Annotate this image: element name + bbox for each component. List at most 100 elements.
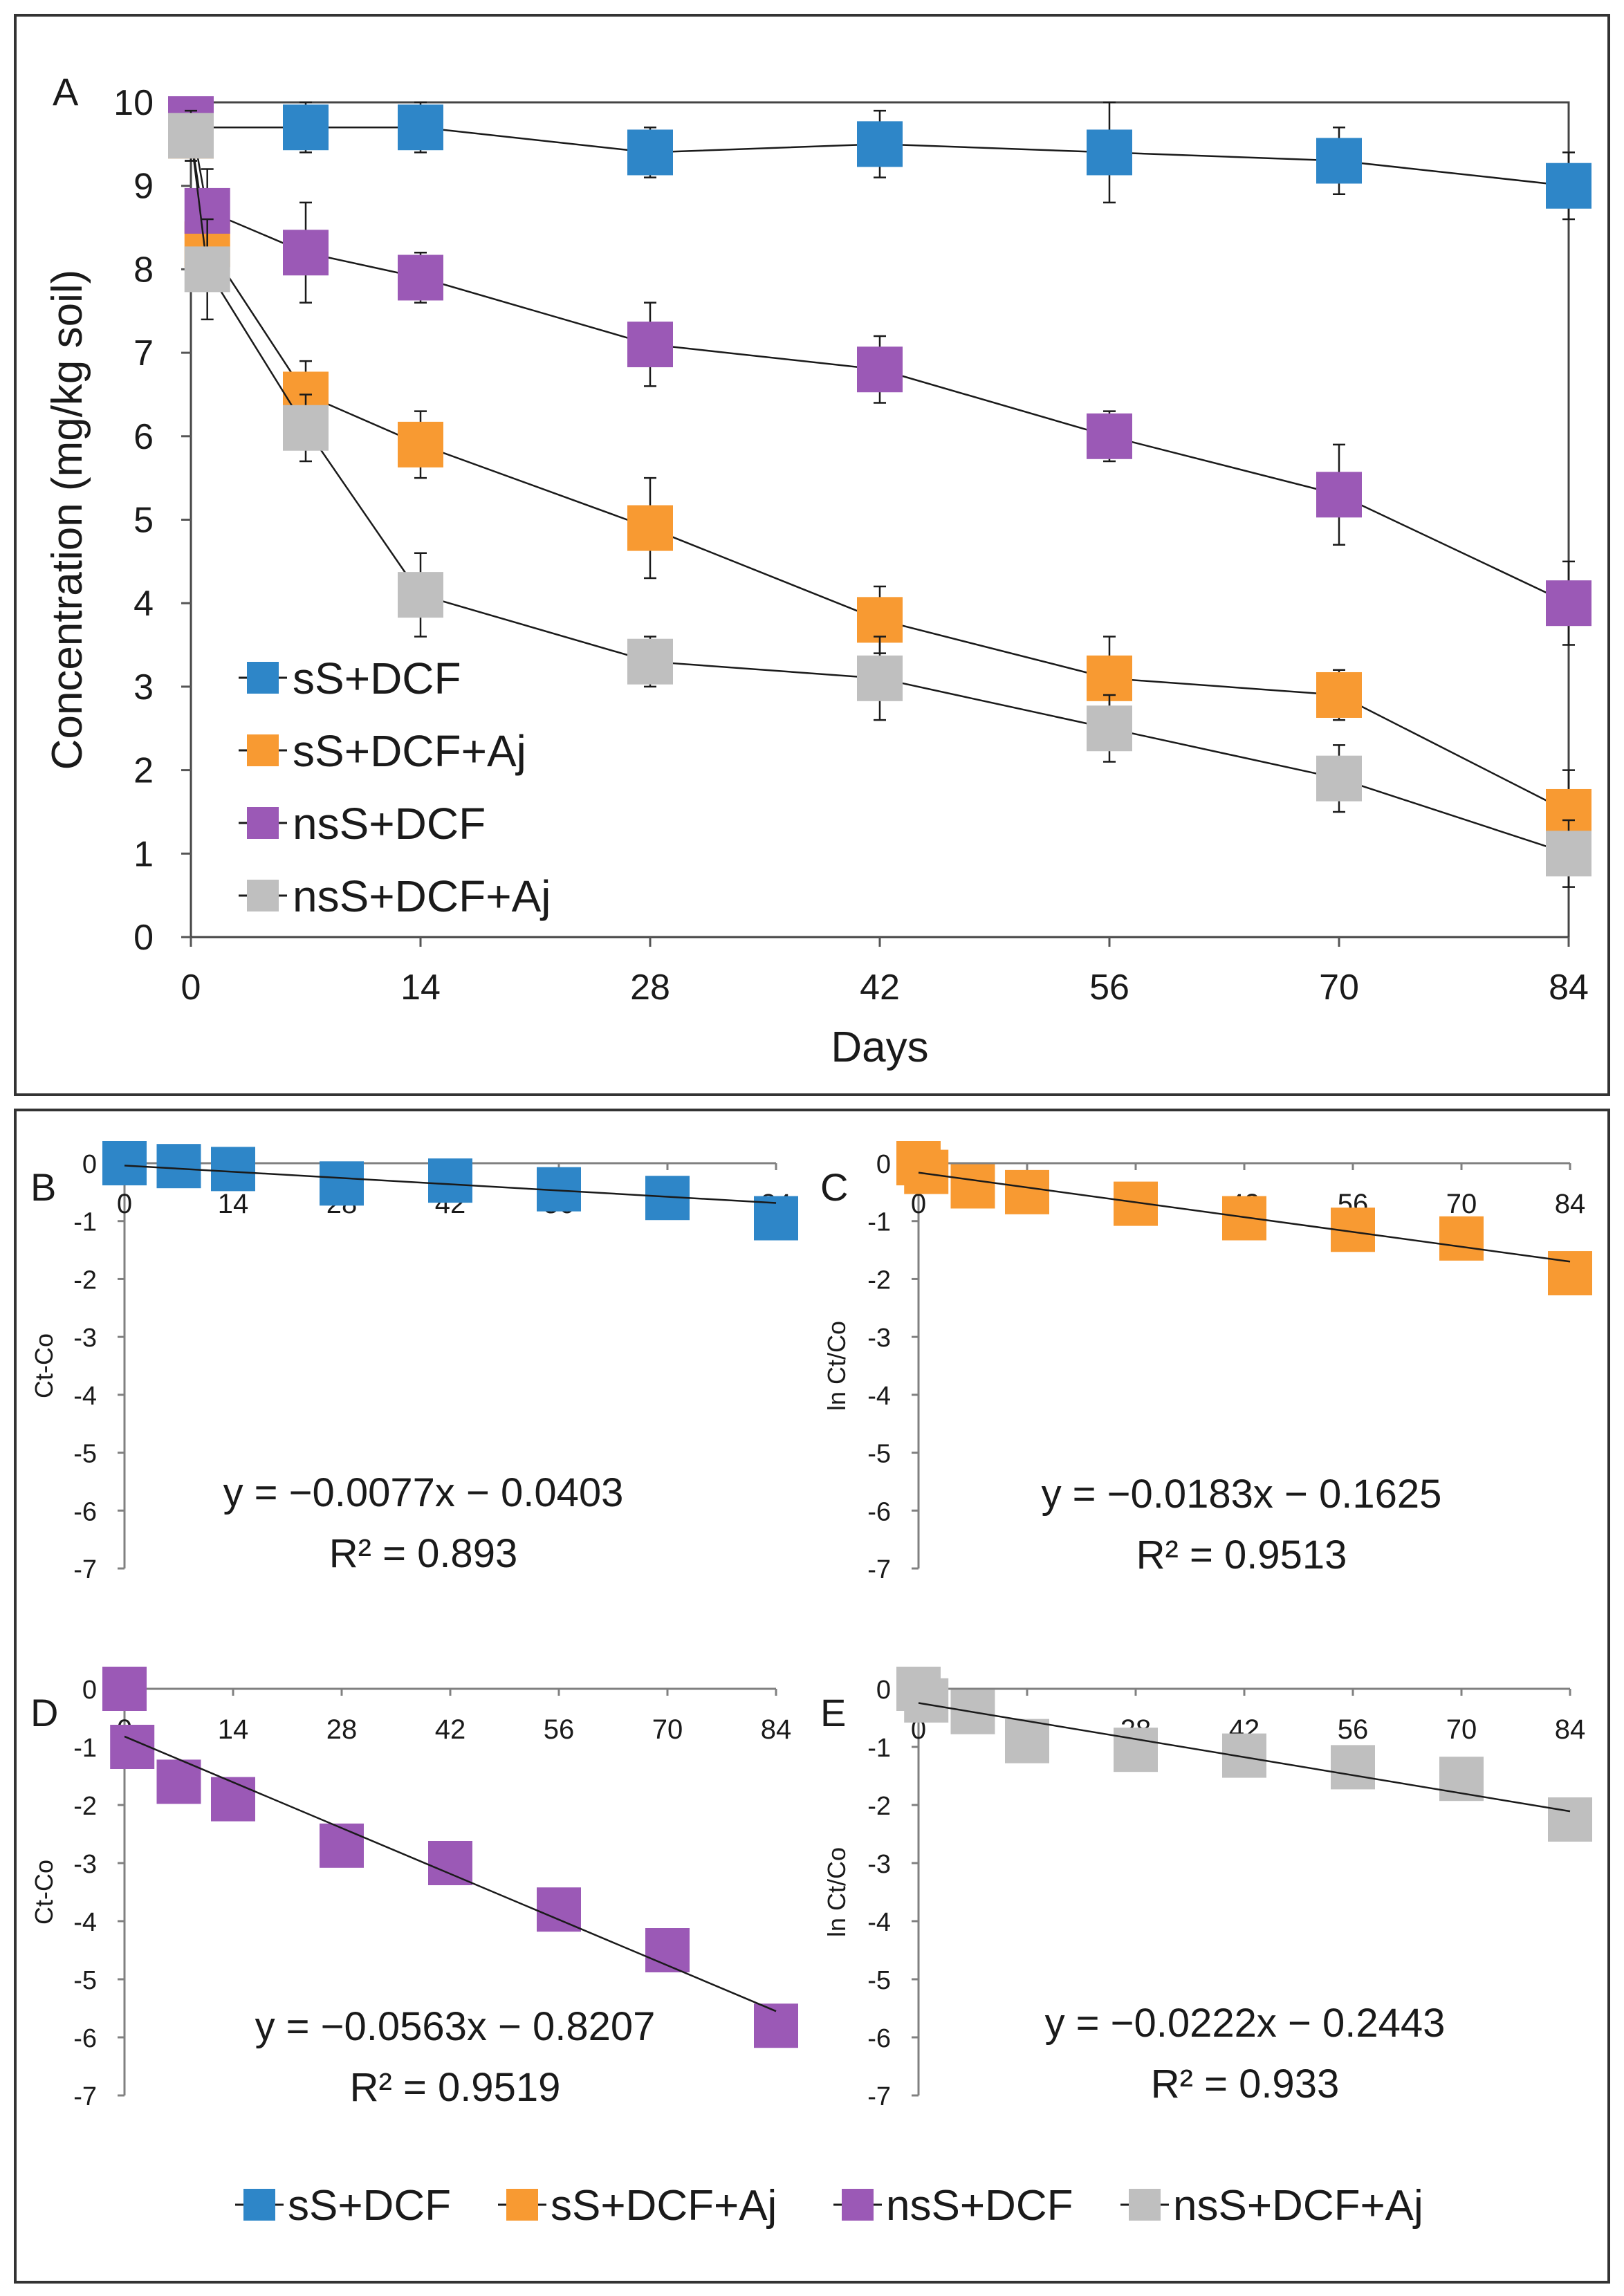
data-point	[1548, 1251, 1592, 1296]
data-point	[1316, 672, 1362, 718]
data-point	[627, 638, 673, 685]
data-point	[1222, 1196, 1266, 1241]
x-tick-label: 56	[544, 1714, 575, 1745]
trendline	[124, 1735, 777, 2012]
data-point	[184, 246, 230, 293]
x-tick-label: 70	[1446, 1189, 1477, 1219]
data-point	[1005, 1169, 1049, 1214]
data-point	[398, 421, 443, 467]
data-point	[283, 230, 329, 276]
y-tick-label: -4	[73, 1908, 97, 1937]
y-axis-title: Ct-Co	[30, 1860, 58, 1925]
y-tick-label: -2	[73, 1792, 97, 1821]
y-tick-label: -6	[867, 1497, 891, 1526]
legend-label: nsS+DCF+Aj	[293, 871, 551, 921]
panel-e: E0-1-2-3-4-5-6-70142842567084ln Ct/Coy =…	[820, 1667, 1592, 2111]
trendline-equation: y = −0.0222x − 0.2443	[1045, 2001, 1446, 2046]
panel-d: D0-1-2-3-4-5-6-70142842567084Ct-Coy = −0…	[30, 1667, 798, 2111]
x-tick-label: 56	[1089, 968, 1129, 1008]
x-tick-label: 14	[218, 1189, 249, 1219]
y-tick-label: 0	[876, 1676, 891, 1705]
y-tick-label: 7	[133, 333, 154, 373]
data-point	[754, 1196, 798, 1241]
legend-swatch	[243, 2189, 275, 2221]
y-tick-label: 0	[82, 1150, 97, 1179]
y-tick-label: -1	[73, 1208, 97, 1237]
y-tick-label: -4	[867, 1382, 891, 1411]
y-axis-title: Ct-Co	[30, 1333, 58, 1398]
panel-a-frame	[14, 14, 1610, 1096]
y-tick-label: 4	[133, 584, 154, 624]
x-tick-label: 14	[400, 968, 441, 1008]
y-axis-title: ln Ct/Co	[822, 1847, 851, 1937]
data-point	[102, 1667, 147, 1711]
data-point	[102, 1141, 147, 1185]
r-squared-label: R² = 0.9513	[1136, 1533, 1347, 1577]
data-point	[627, 129, 673, 176]
x-tick-label: 28	[326, 1714, 358, 1745]
y-tick-label: -7	[867, 1555, 891, 1584]
data-point	[754, 2003, 798, 2048]
y-tick-label: -1	[867, 1208, 891, 1237]
data-point	[904, 1678, 949, 1723]
legend-swatch	[247, 880, 279, 911]
x-tick-label: 14	[218, 1714, 249, 1745]
data-point	[168, 113, 214, 159]
data-point	[428, 1158, 472, 1203]
data-point	[211, 1777, 255, 1822]
x-tick-label: 70	[652, 1714, 683, 1745]
x-axis-title: Days	[831, 1024, 928, 1071]
x-tick-label: 84	[1555, 1714, 1586, 1745]
legend-label: nsS+DCF	[886, 2182, 1073, 2230]
data-point	[1546, 580, 1591, 627]
data-point	[1546, 831, 1591, 877]
y-axis-title: Concentration (mg/kg soil)	[44, 270, 91, 770]
x-tick-label: 84	[761, 1714, 792, 1745]
y-tick-label: 1	[133, 834, 154, 874]
trendline-equation: y = −0.0183x − 0.1625	[1042, 1472, 1442, 1517]
legend-label: sS+DCF+Aj	[293, 726, 526, 776]
data-point	[320, 1823, 364, 1868]
y-tick-label: -6	[73, 2024, 97, 2053]
x-tick-label: 42	[860, 968, 900, 1008]
data-point	[950, 1164, 995, 1209]
y-tick-label: -5	[867, 1966, 891, 1995]
y-tick-label: -3	[867, 1850, 891, 1879]
data-point	[857, 121, 903, 167]
r-squared-label: R² = 0.9519	[350, 2065, 561, 2110]
y-tick-label: -5	[73, 1966, 97, 1995]
data-point	[1005, 1719, 1049, 1763]
y-tick-label: -4	[867, 1908, 891, 1937]
legend-swatch	[842, 2189, 874, 2221]
y-tick-label: -3	[867, 1324, 891, 1353]
data-point	[1316, 138, 1362, 184]
x-tick-label: 84	[1549, 968, 1589, 1008]
x-tick-label: 0	[181, 968, 201, 1008]
data-point	[1087, 655, 1132, 701]
y-tick-label: -2	[867, 1266, 891, 1295]
y-tick-label: -3	[73, 1324, 97, 1353]
legend-swatch	[1129, 2189, 1161, 2221]
data-point	[211, 1147, 255, 1192]
data-point	[904, 1149, 949, 1194]
panels-b-e-frame	[14, 1109, 1610, 2284]
y-tick-label: -7	[867, 2082, 891, 2111]
y-tick-label: 9	[133, 167, 154, 207]
x-tick-label: 70	[1319, 968, 1359, 1008]
legend-label: sS+DCF+Aj	[551, 2182, 777, 2230]
y-tick-label: 3	[133, 667, 154, 707]
data-point	[283, 104, 329, 151]
x-tick-label: 56	[1338, 1714, 1369, 1745]
data-point	[1114, 1728, 1158, 1772]
trendline-equation: y = −0.0077x − 0.0403	[223, 1470, 624, 1515]
data-point	[1087, 413, 1132, 459]
legend-label: nsS+DCF	[293, 799, 486, 849]
y-tick-label: 0	[133, 918, 154, 958]
r-squared-label: R² = 0.893	[329, 1531, 517, 1576]
panel-label: B	[30, 1165, 56, 1209]
panel-label: D	[30, 1691, 58, 1734]
panel-label: C	[820, 1165, 848, 1209]
